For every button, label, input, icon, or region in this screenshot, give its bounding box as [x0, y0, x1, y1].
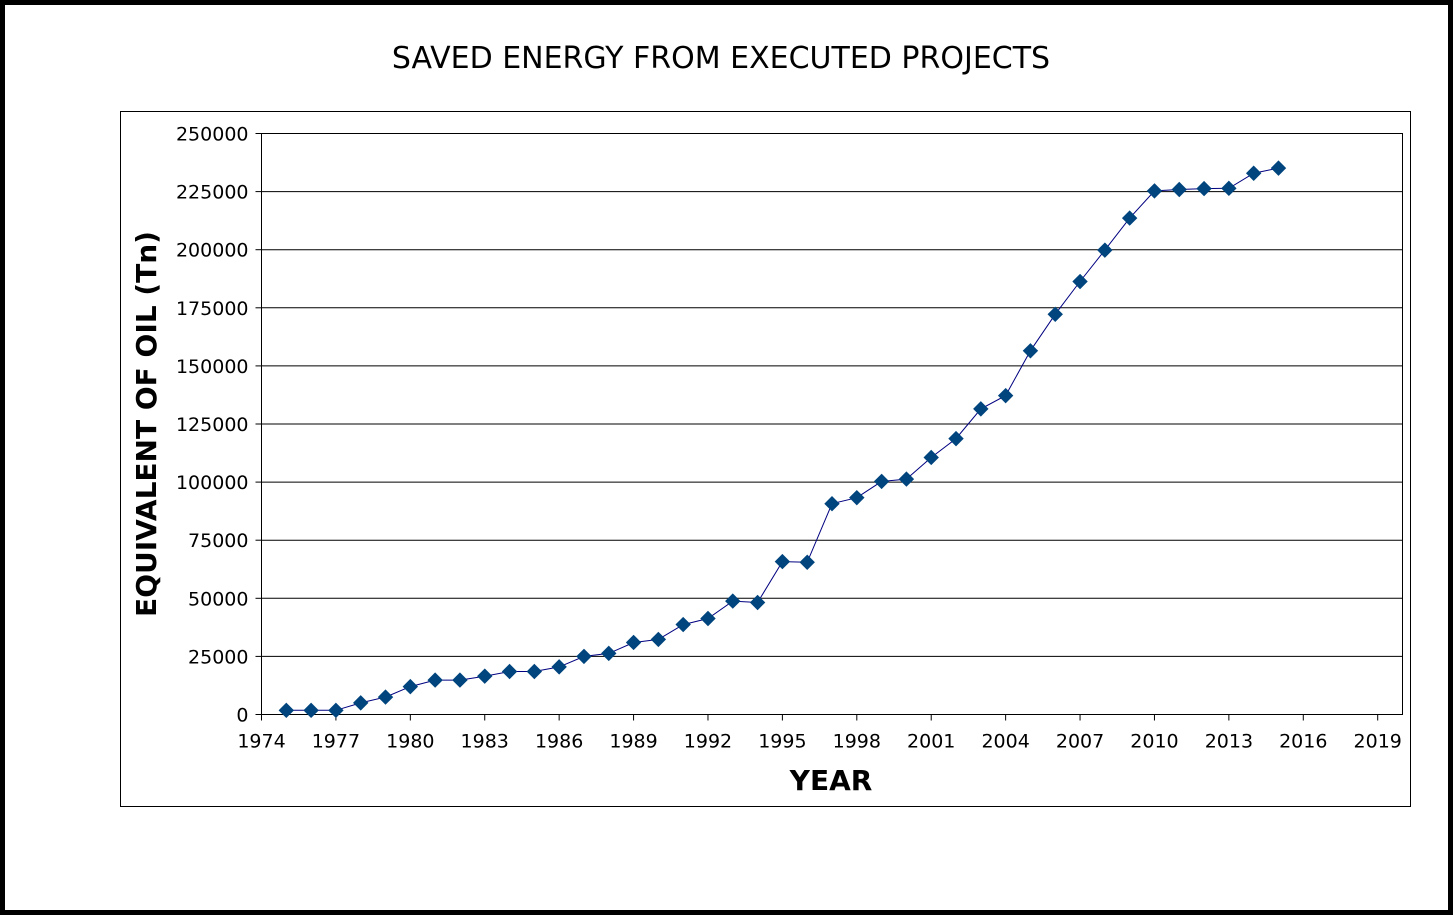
x-tick-label: 2016	[1279, 731, 1327, 753]
y-tick-label: 0	[236, 705, 248, 727]
data-point-marker	[948, 430, 964, 447]
y-tick-label: 200000	[176, 240, 249, 262]
data-point-marker	[898, 471, 915, 487]
data-point-marker	[725, 593, 741, 609]
y-tick-label: 250000	[176, 124, 249, 146]
data-point-marker	[873, 473, 890, 490]
data-point-marker	[452, 672, 468, 688]
x-tick-label: 1983	[461, 731, 509, 753]
data-point-marker	[1221, 180, 1237, 197]
x-tick-label: 2004	[981, 731, 1029, 753]
y-axis-title: EQUIVALENT OF OIL (Tn)	[130, 231, 163, 617]
data-point-marker	[675, 616, 691, 633]
data-point-marker	[551, 659, 567, 675]
data-series	[278, 160, 1287, 719]
data-point-marker	[477, 668, 493, 684]
data-point-marker	[1022, 343, 1039, 359]
data-point-marker	[749, 594, 766, 611]
x-tick-label: 1986	[535, 731, 583, 753]
chart-area-border	[120, 111, 1411, 807]
data-point-marker	[1171, 181, 1187, 198]
x-axis-title: YEAR	[789, 764, 873, 797]
data-point-marker	[923, 449, 939, 466]
data-point-marker	[997, 387, 1014, 404]
x-tick-label: 2013	[1205, 731, 1253, 753]
x-tick-label: 1974	[237, 731, 285, 753]
x-tick-label: 1980	[386, 731, 434, 753]
data-point-marker	[1245, 165, 1262, 181]
data-point-marker	[353, 695, 369, 711]
data-point-marker	[625, 634, 642, 651]
y-tick-label: 225000	[176, 182, 249, 204]
data-point-marker	[328, 702, 344, 719]
data-point-marker	[303, 702, 319, 719]
data-point-marker	[1121, 210, 1138, 226]
x-tick-label: 1992	[684, 731, 732, 753]
x-tick-label: 1998	[833, 731, 881, 753]
data-point-marker	[601, 645, 617, 662]
data-point-marker	[278, 702, 295, 719]
y-tick-label: 50000	[188, 588, 248, 610]
y-tick-label: 150000	[176, 356, 249, 378]
data-point-marker	[650, 631, 667, 648]
x-tick-label: 2010	[1130, 731, 1178, 753]
data-point-marker	[377, 689, 394, 705]
x-tick-label: 2001	[907, 731, 955, 753]
data-point-marker	[973, 401, 989, 417]
data-point-marker	[824, 496, 840, 512]
data-point-marker	[1196, 180, 1212, 197]
x-tick-label: 1989	[609, 731, 657, 753]
x-tick-label: 2019	[1354, 731, 1402, 753]
data-point-marker	[1047, 306, 1063, 323]
data-point-marker	[799, 554, 815, 570]
y-tick-label: 25000	[188, 646, 248, 668]
y-tick-label: 75000	[188, 530, 248, 552]
data-point-marker	[427, 672, 443, 688]
x-tick-label: 1995	[758, 731, 806, 753]
data-point-marker	[1270, 160, 1287, 176]
data-point-marker	[576, 648, 592, 665]
data-point-marker	[526, 663, 543, 680]
axis-ticks	[255, 133, 1379, 721]
y-tick-label: 100000	[176, 472, 249, 494]
x-tick-label: 1977	[312, 731, 360, 753]
gridlines	[261, 133, 1403, 715]
tick-labels: 0 25000 50000 75000 100000 125000 150000 175000…	[176, 124, 1402, 753]
data-point-marker	[774, 553, 791, 570]
x-tick-label: 2007	[1056, 731, 1104, 753]
data-point-marker	[501, 663, 518, 680]
data-point-marker	[402, 678, 419, 695]
y-tick-label: 125000	[176, 414, 249, 436]
data-point-marker	[1097, 242, 1113, 258]
data-point-marker	[1072, 273, 1088, 290]
y-tick-label: 175000	[176, 298, 249, 320]
data-point-marker	[849, 489, 865, 506]
data-point-marker	[1146, 183, 1163, 199]
data-point-marker	[700, 610, 716, 627]
chart-title: SAVED ENERGY FROM EXECUTED PROJECTS	[392, 41, 1050, 76]
